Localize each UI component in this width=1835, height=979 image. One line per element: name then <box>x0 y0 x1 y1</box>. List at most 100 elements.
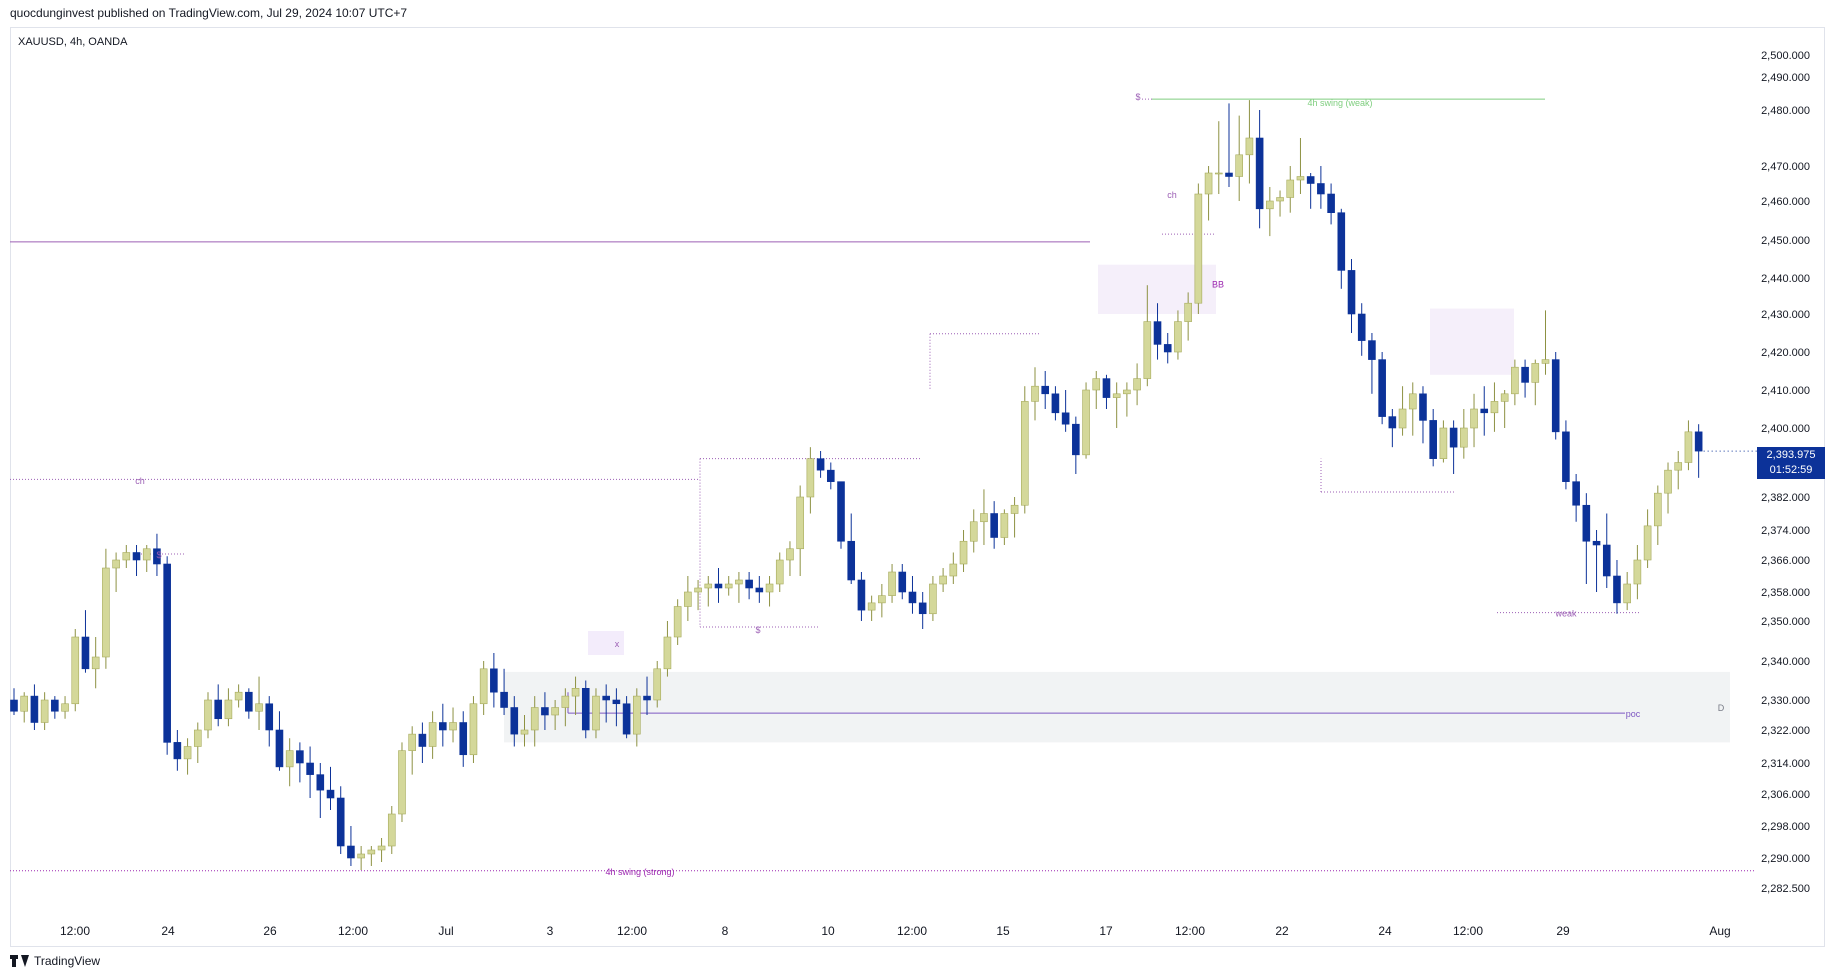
candle-body <box>1204 172 1213 195</box>
candle <box>1102 374 1111 409</box>
candle-body <box>1521 366 1529 383</box>
candle <box>1072 416 1080 474</box>
candle <box>980 489 988 545</box>
candle <box>469 696 478 763</box>
candle-body <box>1184 302 1192 322</box>
y-axis: 2,500.000 2,490.000 2,480.000 2,470.000 2,46… <box>1761 50 1810 895</box>
y-tick-label: 2,410.000 <box>1761 385 1810 397</box>
candle-body <box>418 733 427 747</box>
candle <box>1204 166 1213 221</box>
y-tick-label: 2,298.000 <box>1761 821 1810 833</box>
candle-body <box>888 571 896 596</box>
candle <box>939 568 947 592</box>
candle <box>408 726 416 775</box>
candle <box>622 696 631 739</box>
candle <box>1460 409 1468 459</box>
candle-body <box>1531 363 1540 383</box>
candle-body <box>694 587 702 593</box>
symbol-title: XAUUSD, 4h, OANDA <box>18 36 128 48</box>
candle <box>71 629 80 712</box>
candle <box>296 742 304 783</box>
candle <box>1684 420 1693 471</box>
candle <box>898 564 907 600</box>
candle <box>1245 100 1254 184</box>
candle-body <box>1123 389 1131 395</box>
candle <box>857 572 866 621</box>
candle <box>755 576 764 603</box>
candle-body <box>40 699 49 723</box>
y-tick-label: 2,500.000 <box>1761 50 1810 62</box>
candle-body <box>296 750 304 764</box>
candle-body <box>1694 431 1703 452</box>
candle-body <box>775 559 784 585</box>
candle-body <box>1112 393 1121 398</box>
candle <box>1235 115 1243 201</box>
candle <box>530 696 539 747</box>
candle <box>796 485 804 576</box>
candle-body <box>765 583 774 593</box>
candle-body <box>581 687 590 731</box>
candle <box>1408 382 1417 436</box>
candle <box>449 707 457 743</box>
candle-body <box>1061 412 1070 425</box>
candle <box>1061 390 1070 432</box>
candle <box>918 592 927 629</box>
candle-body <box>1347 270 1356 315</box>
candle-body <box>1602 544 1611 577</box>
candle-body <box>1255 137 1264 210</box>
zones-layer <box>504 264 1730 743</box>
candle <box>633 688 641 747</box>
candle-body <box>867 602 876 611</box>
candle-body <box>1449 427 1458 448</box>
candle-body <box>1490 401 1499 414</box>
candle <box>112 552 120 592</box>
candle-body <box>1020 401 1029 506</box>
candle <box>745 572 753 600</box>
candle-body <box>255 703 263 712</box>
candle-body <box>20 695 29 712</box>
candle-body <box>326 789 335 799</box>
candle <box>265 696 274 747</box>
candle <box>326 766 335 810</box>
candle <box>1041 371 1050 409</box>
candle-body <box>265 703 274 731</box>
candle <box>102 548 110 669</box>
candle-body <box>724 583 733 589</box>
y-tick-label: 2,340.000 <box>1761 656 1810 668</box>
candle <box>1562 420 1570 490</box>
candle <box>1337 208 1346 289</box>
candle <box>1000 509 1009 545</box>
x-tick-label: 29 <box>1556 924 1570 938</box>
candle-body <box>969 521 978 542</box>
x-tick-label: 12:00 <box>338 924 368 938</box>
candle <box>193 722 202 763</box>
candle <box>1010 497 1019 538</box>
candle <box>949 552 958 584</box>
candle <box>765 576 774 607</box>
candle <box>1368 333 1376 394</box>
candle-body <box>428 722 437 747</box>
candle-body <box>1562 431 1570 482</box>
candle-body <box>153 548 161 565</box>
candle <box>571 676 580 715</box>
annotation-label: weak <box>1554 609 1577 619</box>
candle <box>1020 386 1029 514</box>
candle <box>1633 545 1642 600</box>
candle <box>1419 386 1427 444</box>
candle-body <box>673 606 682 638</box>
candle-body <box>449 722 457 731</box>
candle-body <box>275 729 284 768</box>
x-tick-label: 12:00 <box>1175 924 1205 938</box>
candle-body <box>285 750 294 768</box>
candle-body <box>847 540 856 581</box>
y-tick-label: 2,460.000 <box>1761 196 1810 208</box>
candle-body <box>1174 321 1182 353</box>
candle <box>132 545 141 576</box>
candle <box>1163 333 1172 364</box>
last-price-badge: 2,393.975 01:52:59 <box>1757 447 1825 479</box>
y-tick-label: 2,306.000 <box>1761 789 1810 801</box>
candle-body <box>1408 393 1417 410</box>
candle <box>837 481 845 549</box>
candle-body <box>81 636 90 670</box>
